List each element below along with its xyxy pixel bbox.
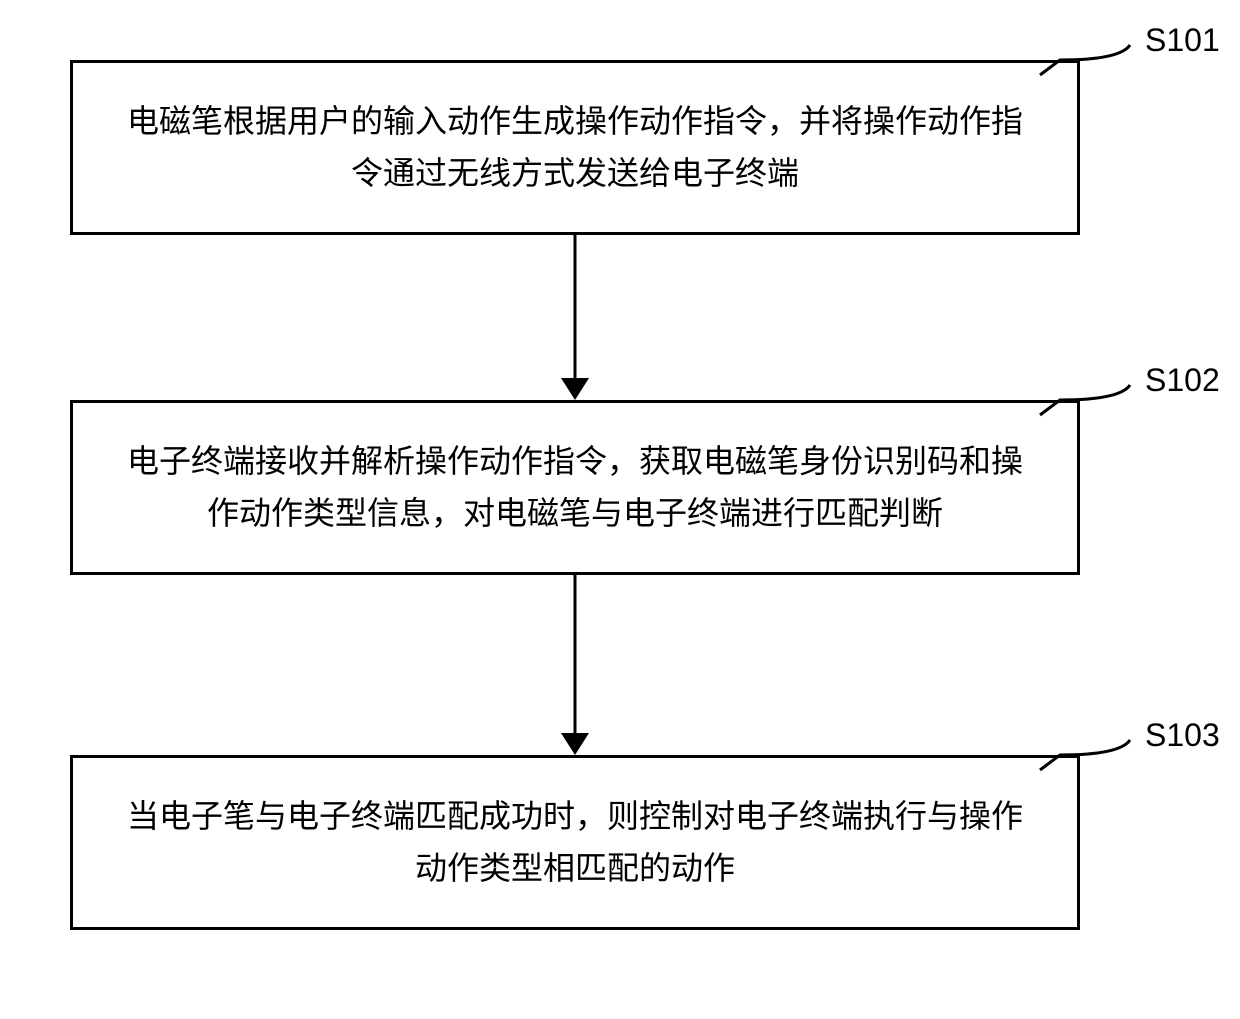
step-label-S101: S101 xyxy=(1145,22,1220,59)
flow-arrow xyxy=(545,575,605,759)
flow-step-S103: 当电子笔与电子终端匹配成功时，则控制对电子终端执行与操作动作类型相匹配的动作 xyxy=(70,755,1080,930)
flow-step-text: 当电子笔与电子终端匹配成功时，则控制对电子终端执行与操作动作类型相匹配的动作 xyxy=(113,791,1037,893)
flow-step-text: 电磁笔根据用户的输入动作生成操作动作指令，并将操作动作指令通过无线方式发送给电子… xyxy=(113,96,1037,198)
flow-arrow xyxy=(545,235,605,404)
flow-step-S101: 电磁笔根据用户的输入动作生成操作动作指令，并将操作动作指令通过无线方式发送给电子… xyxy=(70,60,1080,235)
step-label-S103: S103 xyxy=(1145,717,1220,754)
flowchart-canvas: 电磁笔根据用户的输入动作生成操作动作指令，并将操作动作指令通过无线方式发送给电子… xyxy=(0,0,1240,1019)
flow-step-text: 电子终端接收并解析操作动作指令，获取电磁笔身份识别码和操作动作类型信息，对电磁笔… xyxy=(113,436,1037,538)
flow-step-S102: 电子终端接收并解析操作动作指令，获取电磁笔身份识别码和操作动作类型信息，对电磁笔… xyxy=(70,400,1080,575)
step-label-S102: S102 xyxy=(1145,362,1220,399)
